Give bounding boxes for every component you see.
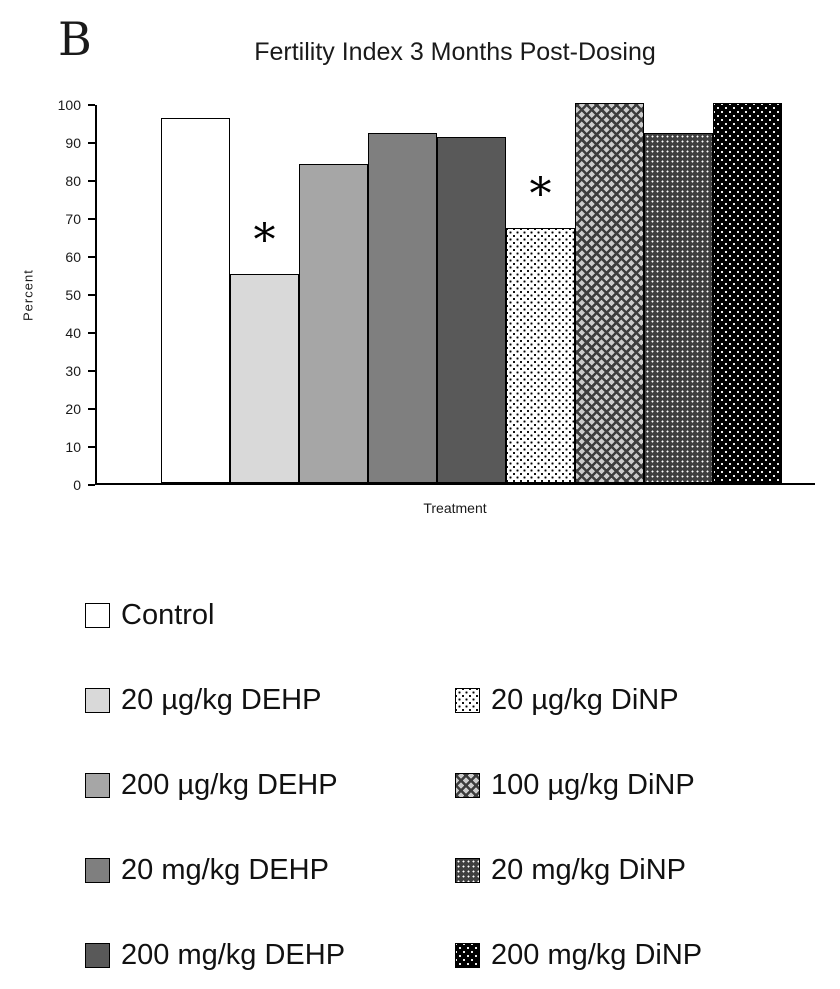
legend-label: 20 µg/kg DEHP xyxy=(121,683,322,716)
bar-20-g-kg-dinp: * xyxy=(506,173,575,483)
bar-20-mg-kg-dehp xyxy=(368,133,437,483)
legend-swatch-20mg-dehp xyxy=(85,857,110,883)
y-tick-label: 50 xyxy=(65,287,81,303)
legend-label: Control xyxy=(121,598,215,631)
x-axis-title: Treatment xyxy=(423,500,487,516)
y-tick-mark xyxy=(88,408,95,410)
bar-200-mg-kg-dinp xyxy=(713,103,782,483)
y-tick-mark xyxy=(88,370,95,372)
legend-item-200ug-dehp: 200 µg/kg DEHP xyxy=(85,767,345,803)
y-tick-label: 20 xyxy=(65,401,81,417)
legend-label: 200 mg/kg DiNP xyxy=(491,938,703,971)
chart-title: Fertility Index 3 Months Post-Dosing xyxy=(254,38,656,66)
y-tick-mark xyxy=(88,332,95,334)
bar-200-mg-kg-dehp xyxy=(437,137,506,483)
y-axis: 0 10 20 30 40 50 60 70 80 90 100 xyxy=(40,97,95,493)
legend-swatch-200mg-dinp xyxy=(455,942,480,968)
plot-area: * * xyxy=(95,103,815,485)
y-tick-label: 0 xyxy=(73,477,81,493)
y-tick-mark xyxy=(88,446,95,448)
legend-item-20ug-dinp: 20 µg/kg DiNP xyxy=(455,682,702,718)
y-tick-mark xyxy=(88,142,95,144)
significance-asterisk: * xyxy=(253,215,276,266)
legend-label: 20 mg/kg DEHP xyxy=(121,853,329,886)
bar-100-g-kg-dinp xyxy=(575,103,644,483)
y-tick-label: 70 xyxy=(65,211,81,227)
legend-column-dinp: 20 µg/kg DiNP 100 µg/kg DiNP 20 mg/kg Di… xyxy=(455,682,702,973)
y-tick-mark xyxy=(88,294,95,296)
y-tick-label: 40 xyxy=(65,325,81,341)
y-tick-label: 80 xyxy=(65,173,81,189)
legend-label: 20 µg/kg DiNP xyxy=(491,683,679,716)
y-tick-label: 30 xyxy=(65,363,81,379)
bar-20-mg-kg-dinp xyxy=(644,133,713,483)
bar-control xyxy=(161,118,230,483)
panel-label: B xyxy=(58,12,92,66)
y-tick-label: 100 xyxy=(57,97,81,113)
y-tick-mark xyxy=(88,104,95,106)
legend-column-dehp: Control 20 µg/kg DEHP 200 µg/kg DEHP 20 … xyxy=(85,597,345,973)
bars: * * xyxy=(97,103,815,483)
legend-item-200mg-dehp: 200 mg/kg DEHP xyxy=(85,937,345,973)
legend-swatch-20mg-dinp xyxy=(455,857,480,883)
y-tick-label: 60 xyxy=(65,249,81,265)
legend-swatch-20ug-dehp xyxy=(85,687,110,713)
legend-item-200mg-dinp: 200 mg/kg DiNP xyxy=(455,937,702,973)
y-tick-label: 10 xyxy=(65,439,81,455)
legend-swatch-200mg-dehp xyxy=(85,942,110,968)
bar-200-g-kg-dehp xyxy=(299,163,368,483)
y-axis-title: Percent xyxy=(20,269,36,321)
y-tick-label: 90 xyxy=(65,135,81,151)
legend-swatch-control xyxy=(85,602,110,628)
y-tick-mark xyxy=(88,484,95,486)
legend-label: 200 µg/kg DEHP xyxy=(121,768,338,801)
y-tick-mark xyxy=(88,180,95,182)
legend-label: 200 mg/kg DEHP xyxy=(121,938,346,971)
legend-swatch-20ug-dinp xyxy=(455,687,480,713)
legend-label: 20 mg/kg DiNP xyxy=(491,853,687,886)
legend-item-control: Control xyxy=(85,597,345,633)
legend-swatch-200ug-dehp xyxy=(85,772,110,798)
legend-swatch-100ug-dinp xyxy=(455,772,480,798)
significance-asterisk: * xyxy=(529,169,552,221)
legend-label: 100 µg/kg DiNP xyxy=(491,768,695,801)
legend-item-20ug-dehp: 20 µg/kg DEHP xyxy=(85,682,345,718)
y-tick-mark xyxy=(88,256,95,258)
y-tick-mark xyxy=(88,218,95,220)
legend-item-20mg-dinp: 20 mg/kg DiNP xyxy=(455,852,702,888)
legend-item-20mg-dehp: 20 mg/kg DEHP xyxy=(85,852,345,888)
legend-item-100ug-dinp: 100 µg/kg DiNP xyxy=(455,767,702,803)
bar-20-g-kg-dehp: * xyxy=(230,219,299,483)
